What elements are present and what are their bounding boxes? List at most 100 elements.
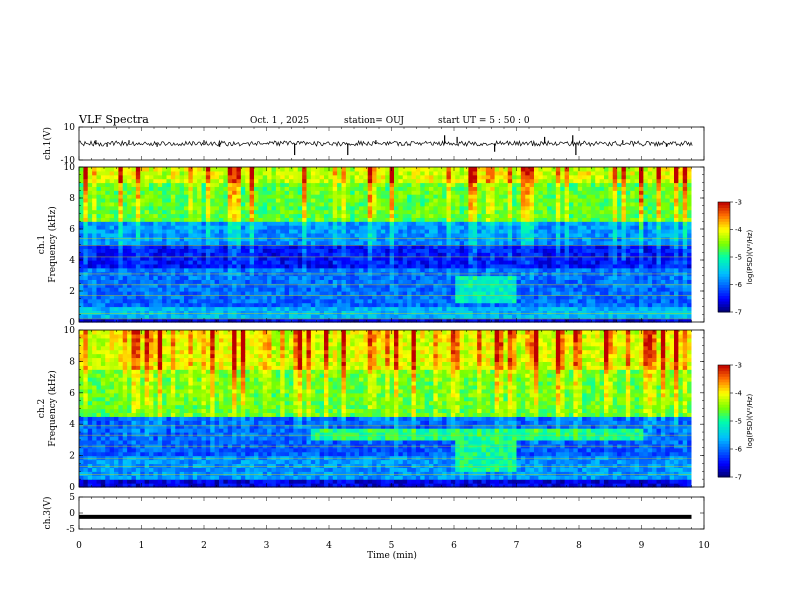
spectrogram-cell xyxy=(525,232,531,238)
spectrogram-cell xyxy=(398,174,404,180)
spectrogram-cell xyxy=(324,182,329,187)
spectrogram-cell xyxy=(608,298,614,304)
spectrogram-cell xyxy=(118,221,124,226)
spectrogram-cell xyxy=(192,170,198,176)
spectrogram-cell xyxy=(157,267,163,273)
spectrogram-cell xyxy=(512,263,518,269)
spectrogram-cell xyxy=(310,248,316,253)
spectrogram-cell xyxy=(192,294,198,300)
spectrogram-cell xyxy=(450,256,456,261)
spectrogram-cell xyxy=(105,186,111,191)
spectrogram-cell xyxy=(275,298,281,304)
spectrogram-cell xyxy=(162,194,168,199)
spectrogram-cell xyxy=(219,198,224,203)
spectrogram-cell xyxy=(297,314,303,319)
spectrogram-cell xyxy=(92,232,98,238)
spectrogram-cell xyxy=(118,283,124,288)
spectrogram-cell xyxy=(529,198,535,203)
spectrogram-cell xyxy=(149,252,154,257)
spectrogram-cell xyxy=(284,275,290,280)
spectrogram-cell xyxy=(114,283,119,288)
spectrogram-cell xyxy=(289,198,294,203)
spectrogram-cell xyxy=(363,283,369,288)
spectrogram-cell xyxy=(595,318,601,323)
spectrogram-cell xyxy=(442,283,448,288)
spectrogram-cell xyxy=(442,217,448,222)
spectrogram-cell xyxy=(179,263,185,269)
spectrogram-cell xyxy=(306,209,312,215)
spectrogram-cell xyxy=(499,225,504,230)
spectrogram-cell xyxy=(87,213,93,218)
spectrogram-cell xyxy=(332,198,338,203)
spectrogram-cell xyxy=(564,252,570,257)
spectrogram-cell xyxy=(534,232,539,238)
spectrogram-cell xyxy=(372,314,378,319)
spectrogram-cell xyxy=(490,298,496,304)
spectrogram-cell xyxy=(310,167,316,172)
spectrogram-cell xyxy=(227,306,233,311)
spectrogram-cell xyxy=(267,190,273,195)
spectrogram-cell xyxy=(258,287,264,292)
spectrogram-cell xyxy=(79,232,84,238)
spectrogram-cell xyxy=(328,217,334,222)
spectrogram-cell xyxy=(100,267,106,273)
spectrogram-cell xyxy=(122,209,128,215)
spectrogram-cell xyxy=(302,217,308,222)
spectrogram-cell xyxy=(604,190,609,195)
spectrogram-cell xyxy=(499,252,504,257)
spectrogram-cell xyxy=(149,275,154,280)
spectrogram-cell xyxy=(240,275,246,280)
spectrogram-cell xyxy=(232,213,238,218)
spectrogram-cell xyxy=(201,205,207,211)
spectrogram-cell xyxy=(433,213,439,218)
spectrogram-cell xyxy=(573,225,579,230)
spectrogram-cell xyxy=(271,248,277,253)
spectrogram-cell xyxy=(258,263,264,269)
spectrogram-cell xyxy=(149,283,154,288)
spectrogram-cell xyxy=(481,182,487,187)
spectrogram-cell xyxy=(166,236,172,242)
spectrogram-cell xyxy=(87,229,93,234)
spectrogram-cell xyxy=(297,221,303,226)
spectrogram-cell xyxy=(162,190,168,195)
spectrogram-cell xyxy=(547,174,553,180)
spectrogram-cell xyxy=(367,294,373,300)
spectrogram-cell xyxy=(586,232,592,238)
spectrogram-cell xyxy=(240,236,246,242)
spectrogram-cell xyxy=(271,229,277,234)
spectrogram-cell xyxy=(192,217,198,222)
spectrogram-cell xyxy=(140,182,146,187)
spectrogram-cell xyxy=(499,240,504,246)
spectrogram-cell xyxy=(302,283,308,288)
spectrogram-cell xyxy=(494,209,500,215)
spectrogram-cell xyxy=(179,291,185,296)
spectrogram-cell xyxy=(127,291,133,296)
spectrogram-cell xyxy=(118,318,124,323)
spectrogram-cell xyxy=(280,225,286,230)
spectrogram-cell xyxy=(162,170,168,176)
spectrogram-cell xyxy=(468,209,474,215)
spectrogram-cell xyxy=(534,190,539,195)
spectrogram-cell xyxy=(105,287,111,292)
spectrogram-cell xyxy=(490,205,496,211)
spectrogram-cell xyxy=(140,170,146,176)
spectrogram-cell xyxy=(227,182,233,187)
spectrogram-cell xyxy=(407,314,413,319)
spectrogram-cell xyxy=(429,298,434,304)
spectrogram-cell xyxy=(166,232,172,238)
spectrogram-cell xyxy=(157,229,163,234)
spectrogram-cell xyxy=(140,194,146,199)
spectrogram-cell xyxy=(411,248,417,253)
spectrogram-cell xyxy=(490,174,496,180)
spectrogram-cell xyxy=(494,205,500,211)
spectrogram-cell xyxy=(245,167,251,172)
spectrogram-cell xyxy=(324,178,329,184)
spectrogram-cell xyxy=(608,279,614,284)
spectrogram-cell xyxy=(127,236,133,242)
spectrogram-cell xyxy=(315,170,321,176)
spectrogram-cell xyxy=(394,182,399,187)
spectrogram-cell xyxy=(507,225,513,230)
spectrogram-cell xyxy=(389,170,395,176)
spectrogram-cell xyxy=(394,263,399,269)
spectrogram-cell xyxy=(201,213,207,218)
